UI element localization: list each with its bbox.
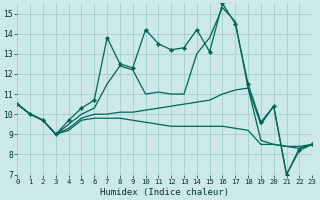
X-axis label: Humidex (Indice chaleur): Humidex (Indice chaleur) bbox=[100, 188, 229, 197]
